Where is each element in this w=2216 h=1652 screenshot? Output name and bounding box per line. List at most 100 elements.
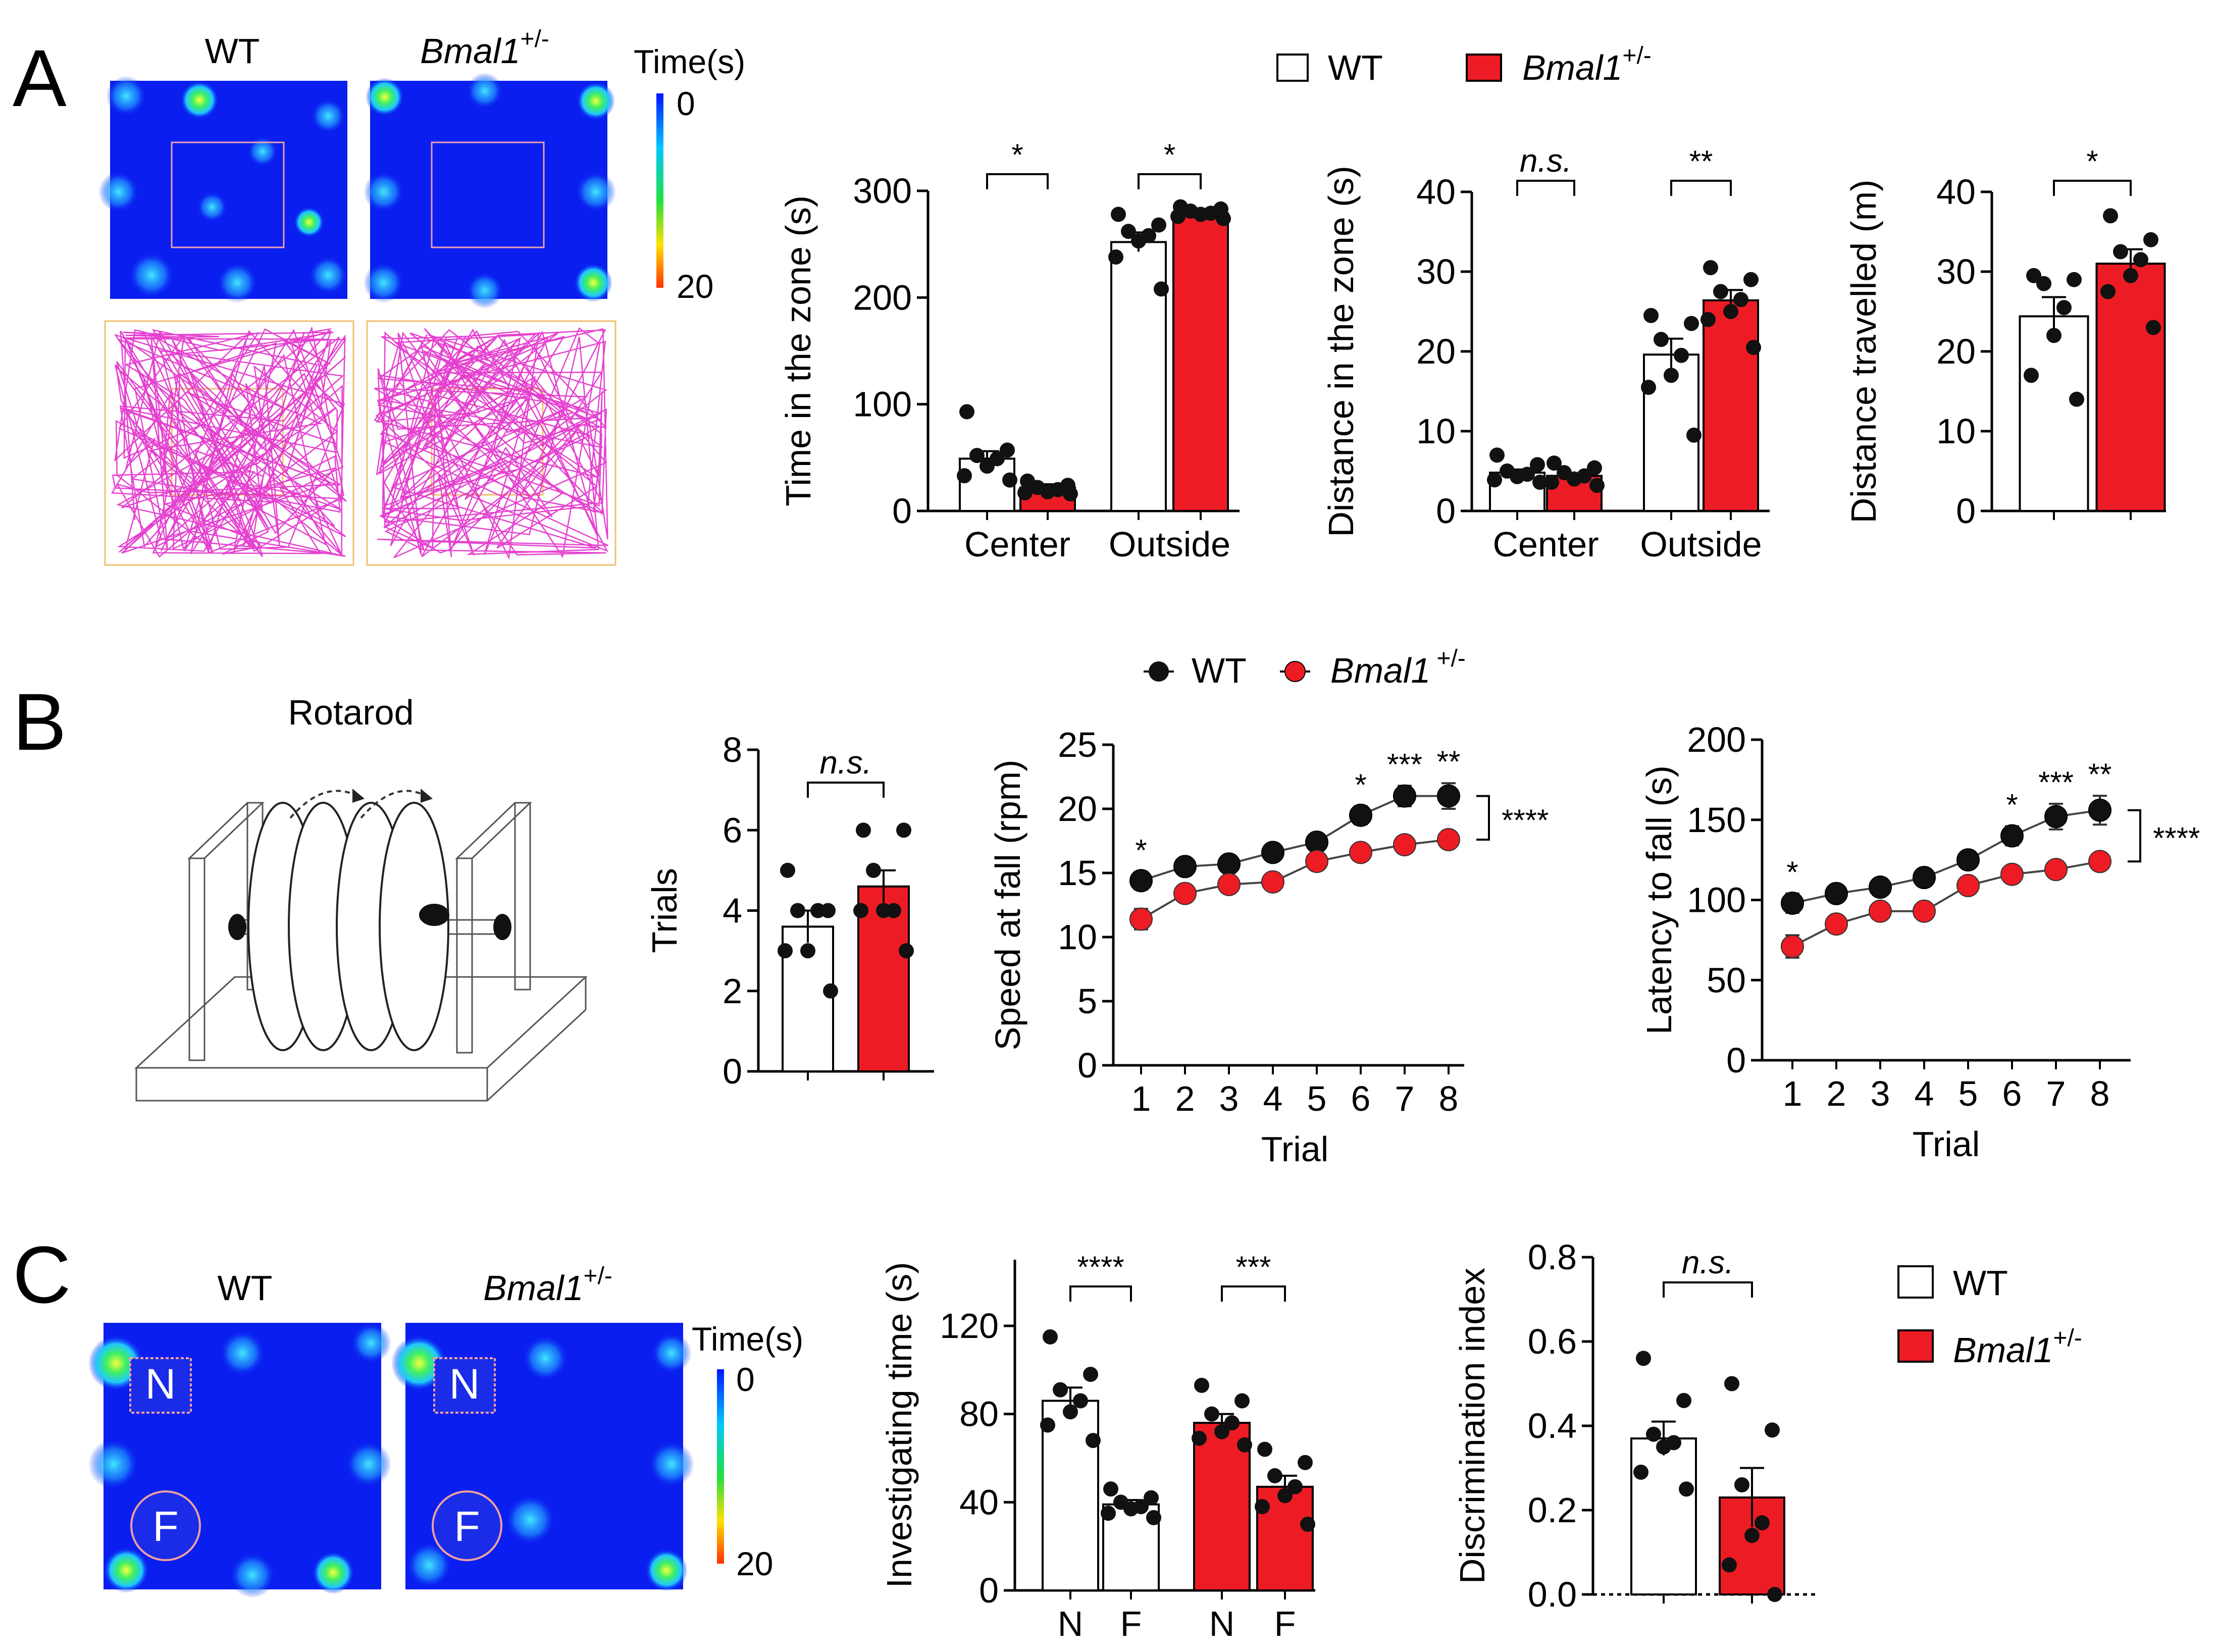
data-point-mut bbox=[2000, 862, 2024, 886]
x-category-label: N bbox=[1058, 1604, 1084, 1643]
data-point-mut bbox=[1700, 312, 1716, 327]
y-tick-label: 2 bbox=[723, 971, 742, 1011]
data-point-wt bbox=[2056, 300, 2072, 316]
legend-c-mut-label: Bmal1+/- bbox=[1953, 1325, 2082, 1370]
panel-letter-a: A bbox=[13, 33, 67, 123]
data-point-wt bbox=[1144, 1490, 1159, 1506]
x-tick-label: 2 bbox=[1175, 1079, 1195, 1118]
data-point-mut bbox=[2088, 850, 2111, 873]
data-point-mut bbox=[1214, 1424, 1229, 1439]
y-tick-label: 30 bbox=[1416, 252, 1456, 291]
data-point-mut bbox=[1063, 486, 1078, 502]
data-point-wt bbox=[2036, 276, 2051, 291]
object-f-mut: F bbox=[454, 1503, 480, 1550]
data-point-mut bbox=[1724, 1376, 1739, 1391]
data-point-wt bbox=[1151, 217, 1166, 233]
legend-a-wt-swatch bbox=[1276, 54, 1309, 82]
legend-c-wt-label: WT bbox=[1953, 1263, 2008, 1303]
significance-label: n.s. bbox=[1682, 1244, 1734, 1280]
y-tick-label: 20 bbox=[1058, 789, 1097, 829]
significance-bracket bbox=[1670, 180, 1732, 196]
heatmap-c-title-mut: Bmal1+/- bbox=[483, 1263, 612, 1308]
data-point-mut bbox=[1743, 272, 1759, 287]
chart-distance-in-zone: 0 10 20 30 40 Distance in the zone (s) Center O… bbox=[1321, 142, 1770, 564]
data-point-wt bbox=[1532, 475, 1548, 490]
x-tick-label: 7 bbox=[1395, 1079, 1415, 1118]
y-tick-label: 0 bbox=[1436, 491, 1456, 531]
significance-bracket bbox=[1663, 1281, 1753, 1298]
data-point-mut bbox=[1234, 1393, 1250, 1409]
data-point-mut bbox=[1298, 1455, 1313, 1470]
data-point-wt bbox=[1679, 1481, 1694, 1497]
data-point-mut bbox=[853, 903, 868, 918]
data-point-mut bbox=[1257, 1441, 1272, 1457]
data-point-wt bbox=[1261, 841, 1284, 864]
data-point-wt bbox=[2088, 798, 2111, 822]
point-significance: *** bbox=[2038, 765, 2074, 799]
data-point-wt bbox=[1349, 803, 1372, 827]
y-tick-label: 10 bbox=[1416, 411, 1456, 451]
y-tick-label: 200 bbox=[1687, 720, 1746, 759]
data-point-wt bbox=[823, 983, 838, 999]
data-point-wt bbox=[1129, 869, 1153, 893]
x-tick-label: 6 bbox=[2002, 1074, 2022, 1113]
y-axis-title: Discrimination index bbox=[1453, 1268, 1492, 1584]
y-tick-label: 20 bbox=[1416, 332, 1456, 371]
y-tick-label: 0.4 bbox=[1528, 1406, 1577, 1446]
legend-a: WT Bmal1+/- bbox=[1276, 42, 1652, 87]
bar-mut bbox=[1172, 212, 1229, 512]
data-point-wt bbox=[1173, 855, 1197, 879]
y-axis-title: Time in the zone (s) bbox=[779, 195, 818, 506]
y-axis-title: Distance in the zone (s) bbox=[1321, 166, 1361, 537]
data-point-mut bbox=[1703, 260, 1718, 276]
x-category-label: N bbox=[1209, 1604, 1235, 1643]
data-point-mut bbox=[1192, 1430, 1207, 1446]
x-tick-label: 1 bbox=[1131, 1079, 1151, 1118]
significance-bracket bbox=[1069, 1285, 1132, 1302]
data-point-mut bbox=[1913, 899, 1936, 923]
data-point-mut bbox=[1547, 455, 1562, 471]
colorbar-c-min: 0 bbox=[736, 1361, 755, 1398]
data-point-mut bbox=[1781, 935, 1804, 958]
panel-letter-c: C bbox=[13, 1229, 71, 1320]
data-point-mut bbox=[1017, 485, 1033, 501]
y-tick-label: 0 bbox=[892, 491, 912, 531]
data-point-mut bbox=[1287, 1479, 1303, 1494]
data-point-mut bbox=[1237, 1437, 1252, 1453]
y-axis-title: Distance travelled (m) bbox=[1844, 180, 1883, 524]
y-tick-label: 100 bbox=[853, 385, 912, 424]
colorbar-a-max: 20 bbox=[677, 268, 713, 305]
data-point-mut bbox=[1746, 340, 1761, 355]
data-point-mut bbox=[1723, 304, 1738, 319]
data-point-mut bbox=[1129, 907, 1153, 931]
y-axis-title: Trials bbox=[645, 868, 684, 953]
heatmap-c-wt: N F bbox=[88, 1323, 391, 1598]
data-point-wt bbox=[2069, 391, 2084, 407]
data-point-mut bbox=[1255, 1499, 1270, 1515]
y-tick-label: 6 bbox=[723, 810, 742, 850]
data-point-mut bbox=[866, 862, 881, 878]
y-tick-label: 0 bbox=[1726, 1041, 1746, 1080]
heatmap-a-title-mut: Bmal1+/- bbox=[420, 26, 549, 71]
data-point-mut bbox=[1267, 1468, 1282, 1483]
data-point-wt bbox=[1146, 1510, 1161, 1525]
data-point-mut bbox=[1869, 899, 1892, 923]
x-tick-label: 4 bbox=[1263, 1079, 1283, 1118]
point-significance: * bbox=[2006, 788, 2018, 821]
x-tick-label: 2 bbox=[1827, 1074, 1846, 1113]
data-point-mut bbox=[1734, 1477, 1749, 1492]
significance-label: ** bbox=[1689, 144, 1713, 178]
data-point-wt bbox=[1654, 332, 1669, 347]
y-axis-title: Investigating time (s) bbox=[880, 1262, 919, 1588]
data-point-mut bbox=[2100, 284, 2116, 299]
data-point-wt bbox=[1913, 866, 1936, 890]
significance-label: * bbox=[1164, 138, 1175, 172]
data-point-wt bbox=[1101, 1506, 1116, 1521]
x-category-label: Center bbox=[964, 525, 1070, 564]
data-point-mut bbox=[1393, 833, 1416, 857]
data-point-wt bbox=[969, 448, 985, 463]
object-f-wt: F bbox=[152, 1503, 178, 1550]
y-tick-label: 5 bbox=[1077, 982, 1097, 1021]
data-point-wt bbox=[1121, 224, 1136, 239]
point-significance: * bbox=[1135, 833, 1147, 867]
